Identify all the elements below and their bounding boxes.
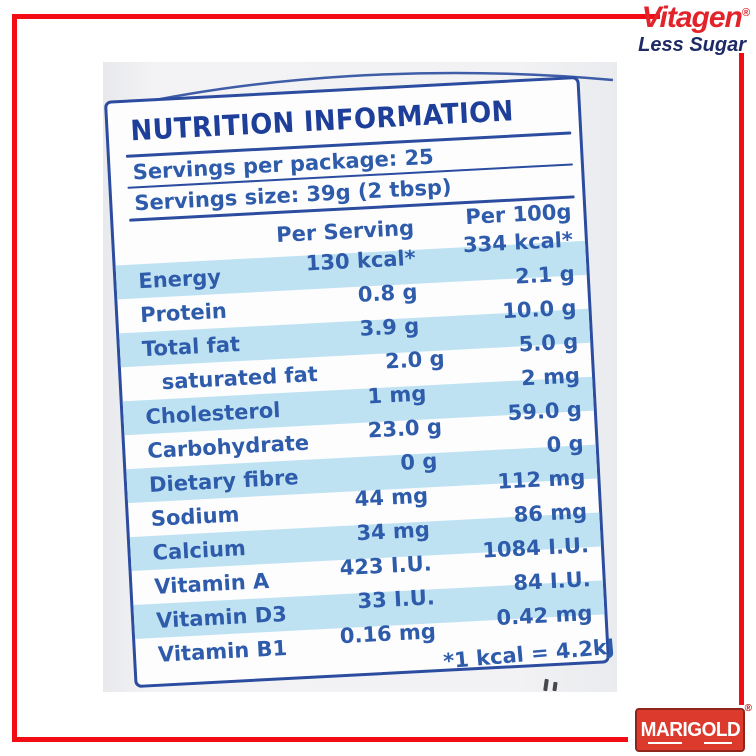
nutrition-facts-panel: NUTRITION INFORMATION Servings per packa… (103, 75, 611, 689)
column-header-per-serving: Per Serving (275, 215, 415, 248)
nutrient-name: Vitamin D3 (155, 602, 288, 633)
nutrient-name: Vitamin A (153, 568, 270, 599)
marigold-underline-left (648, 742, 682, 744)
marigold-logo-text: MARIGOLD (640, 718, 740, 741)
registered-trademark-icon: ® (744, 703, 752, 714)
per-serving-value: 130 kcal* (305, 245, 417, 276)
vitagen-logo: Vitagen® Less Sugar (638, 2, 750, 56)
nutrient-name: Cholesterol (144, 398, 281, 430)
frame-border-bottom (12, 737, 628, 742)
nutrient-name: Protein (139, 298, 228, 328)
nutrition-title: NUTRITION INFORMATION (129, 95, 515, 148)
nutrient-name: Energy (137, 264, 222, 294)
marigold-underline-right (704, 742, 732, 744)
cropped-text-fragment (541, 679, 561, 691)
frame-border-right (739, 53, 744, 705)
nutrient-name: Dietary fibre (148, 465, 300, 498)
vitagen-tagline: Less Sugar (638, 33, 746, 56)
nutrient-name: Vitamin B1 (157, 636, 288, 667)
nutrition-label-photo: NUTRITION INFORMATION Servings per packa… (103, 62, 617, 692)
nutrient-name: Calcium (152, 536, 247, 565)
frame-border-left (12, 14, 17, 742)
registered-trademark-icon: ® (741, 7, 750, 19)
nutrient-name: Carbohydrate (146, 430, 310, 464)
frame-border-top (12, 14, 660, 19)
nutrient-name: Total fat (141, 332, 241, 362)
vitagen-logo-text: Vitagen® (641, 1, 750, 34)
marigold-logo: MARIGOLD ® (635, 703, 752, 752)
nutrition-rows: Energy 130 kcal* 334 kcal* Protein 0.8 g 2.1 … (115, 228, 607, 673)
nutrient-name: Sodium (150, 502, 241, 531)
